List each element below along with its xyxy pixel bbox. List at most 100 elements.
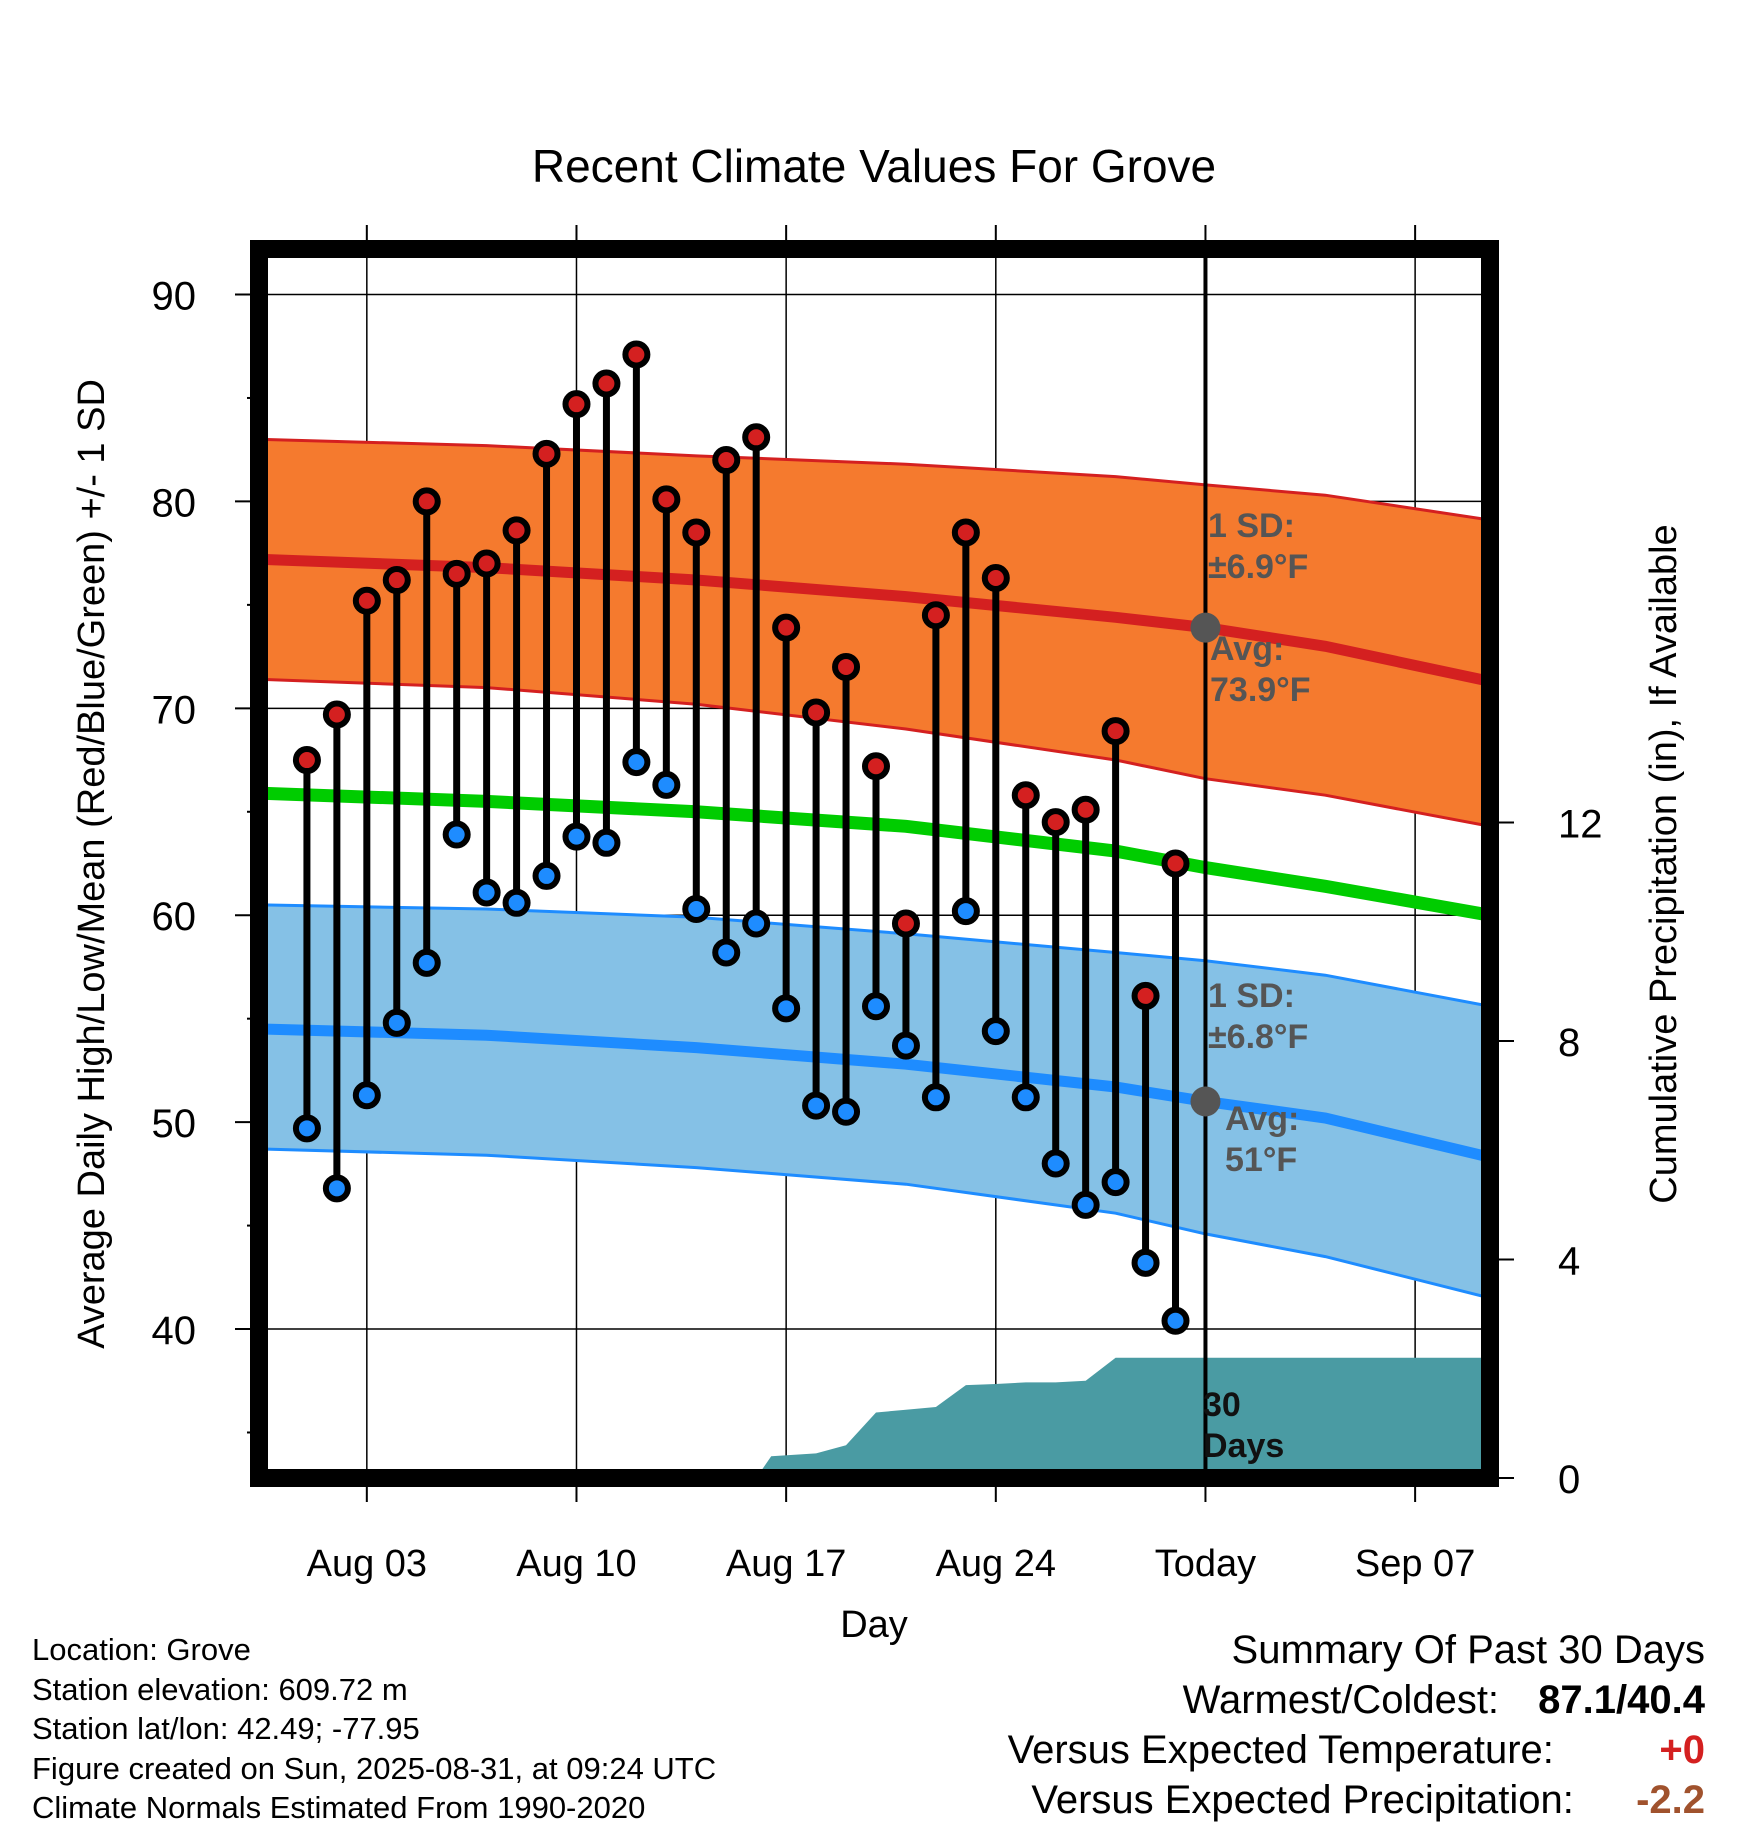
daily-values [292,340,1190,1335]
created-text: Figure created on Sun, 2025-08-31, at 09… [32,1750,717,1786]
daily-range [442,559,471,849]
daily-high-point [832,652,861,681]
normal-low-line [261,1023,1490,1163]
window-unit: Days [1203,1427,1284,1465]
high-avg-label: Avg: [1210,630,1284,668]
daily-high-point [472,549,501,578]
daily-range [772,613,801,1023]
low-sd-lower-edge [261,1147,1490,1300]
daily-high-point [622,340,651,369]
y-tick-label: 90 [152,275,197,319]
normal-high-line [261,553,1490,687]
daily-high-point [592,369,621,398]
warmest-value: 87.1/40.4 [1538,1678,1705,1722]
low-sd-label: 1 SD: [1208,977,1295,1015]
daily-range [562,390,591,851]
daily-range [921,601,950,1112]
y-tick-label: 60 [152,895,197,939]
daily-range [352,586,381,1110]
daily-low-point [1041,1149,1070,1178]
x-tick-label: Sep 07 [1355,1543,1475,1585]
daily-low-point [682,895,711,924]
daily-high-point [1131,981,1160,1010]
high-sd-lower-edge [261,677,1490,828]
daily-high-point [352,586,381,615]
daily-range [1041,808,1070,1178]
temp-label: Versus Expected Temperature: [1007,1728,1554,1772]
low-sd-band [262,904,1490,1298]
y-tick-label: 80 [152,481,197,525]
daily-range [802,698,831,1120]
summary-panel: Summary Of Past 30 Days Warmest/Coldest:… [1008,1625,1705,1825]
x-axis-label: Day [840,1604,908,1646]
y-axis-label: Average Daily High/Low/Mean (Red/Blue/Gr… [71,379,113,1349]
daily-high-point [712,446,741,475]
daily-high-point [412,487,441,516]
station-info: Location: Grove Station elevation: 609.7… [32,1630,716,1828]
daily-range [322,700,351,1203]
daily-high-point [772,613,801,642]
normal-lines [261,553,1490,1163]
high-avg-value: 73.9°F [1210,671,1311,709]
high-sd-label: 1 SD: [1208,507,1295,545]
normals-text: Climate Normals Estimated From 1990-2020 [32,1790,646,1825]
daily-low-point [562,822,591,851]
daily-range [1161,849,1190,1335]
daily-low-point [292,1114,321,1143]
y2-tick-label: 12 [1558,803,1603,847]
daily-low-point [832,1097,861,1126]
daily-range [951,518,980,926]
daily-high-point [951,518,980,547]
plot-frame [250,240,1499,1487]
daily-high-point [562,390,591,419]
daily-low-point [382,1008,411,1037]
daily-high-point [861,752,890,781]
x-tick-label: Aug 10 [516,1543,636,1585]
daily-low-point [532,861,561,890]
axes: Aug 03 Aug 10 Aug 17 Aug 24 Today Sep 0740506… [152,225,1603,1585]
daily-range [382,566,411,1037]
daily-range [532,439,561,890]
today-low-dot [1190,1086,1221,1117]
daily-high-point [502,516,531,545]
daily-low-point [1011,1083,1040,1112]
daily-low-point [921,1083,950,1112]
daily-low-point [712,938,741,967]
daily-low-point [772,994,801,1023]
daily-high-point [322,700,351,729]
daily-range [861,752,890,1021]
daily-low-point [352,1081,381,1110]
daily-low-point [951,897,980,926]
daily-low-point [891,1031,920,1060]
daily-high-point [652,485,681,514]
daily-high-point [981,563,1010,592]
daily-low-point [802,1091,831,1120]
daily-range [1131,981,1160,1277]
low-avg-value: 51°F [1225,1141,1297,1179]
daily-range [1101,717,1130,1197]
daily-range [891,909,920,1060]
window-label: 30 [1203,1386,1241,1424]
daily-high-point [1041,808,1070,837]
daily-range [472,549,501,907]
daily-high-point [1161,849,1190,878]
daily-low-point [1161,1306,1190,1335]
daily-low-point [472,878,501,907]
y-tick-label: 50 [152,1102,197,1146]
today-marker [1190,249,1221,1478]
precip-area [262,1357,1490,1478]
precip-delta-value: -2.2 [1636,1778,1705,1822]
x-tick-label: Aug 17 [726,1543,846,1585]
y-tick-label: 40 [152,1309,197,1353]
daily-range [292,746,321,1143]
daily-high-point [532,439,561,468]
x-tick-label: Aug 03 [307,1543,427,1585]
daily-low-point [502,888,531,917]
daily-high-point [891,909,920,938]
daily-range [742,423,771,938]
daily-low-point [861,992,890,1021]
summary-warmest-row: Warmest/Coldest: 87.1/40.4 [1008,1675,1705,1725]
daily-low-point [1131,1248,1160,1277]
daily-range [622,340,651,777]
